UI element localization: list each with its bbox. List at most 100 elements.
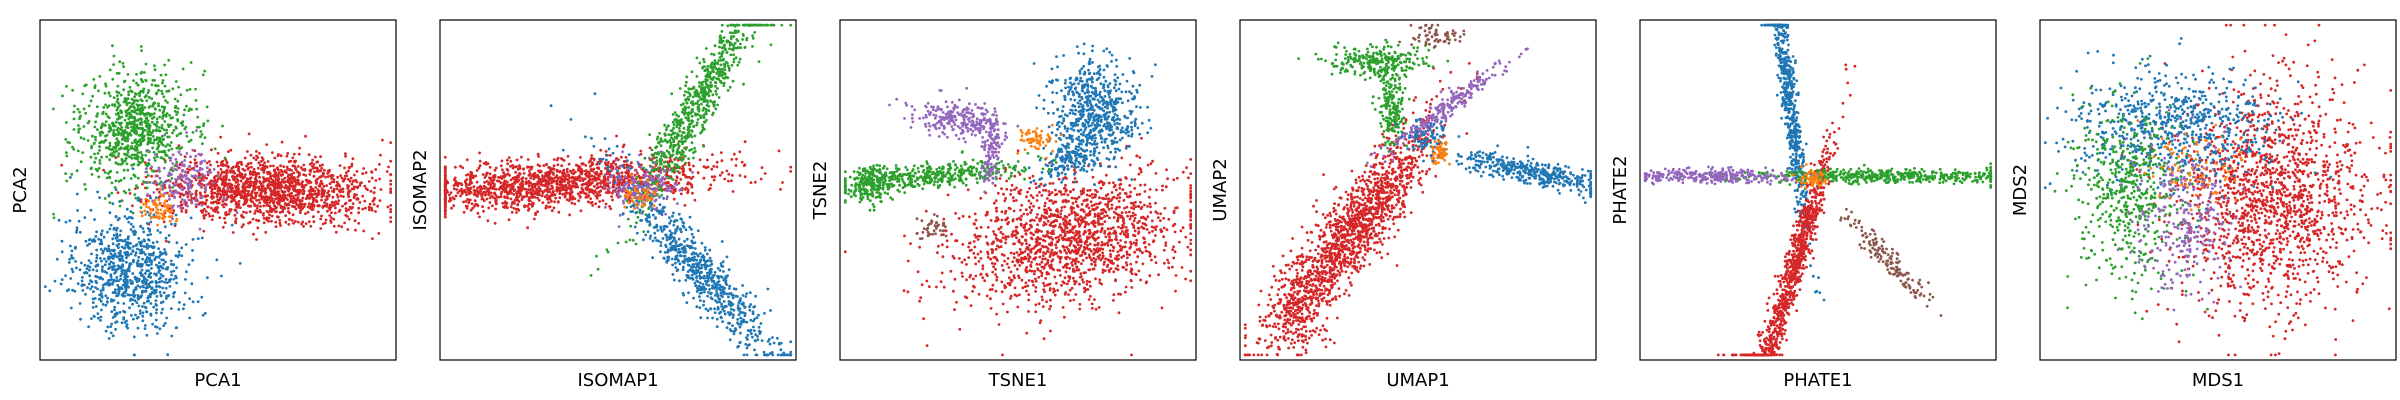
data-point [151,322,155,326]
data-point [171,211,175,215]
data-point [225,164,229,168]
data-point [161,286,165,290]
data-point [167,171,171,175]
data-point [723,177,727,181]
data-point [249,161,253,165]
data-point [185,104,188,108]
data-point [531,188,535,192]
data-point [163,280,167,284]
data-point [144,79,148,83]
data-point [155,240,159,244]
data-point [107,91,111,95]
data-point [191,238,195,241]
data-point [171,153,175,157]
data-point [601,199,605,203]
data-point [274,210,277,214]
data-point [286,185,290,189]
data-point [389,179,393,183]
data-point [109,128,113,132]
data-point [552,158,556,161]
data-point [117,114,121,118]
data-point [195,169,199,173]
data-point [308,193,312,196]
data-point [359,181,362,185]
data-point [133,229,137,233]
data-point [292,221,295,225]
data-point [571,181,575,185]
data-point [302,186,306,190]
data-point [197,171,201,175]
data-point [486,219,490,223]
data-point [511,182,514,186]
data-point [165,281,169,285]
data-point [162,214,165,218]
data-point [95,114,99,118]
data-point [215,195,219,199]
data-point [238,171,242,175]
data-point [219,168,223,171]
data-point [120,293,124,297]
data-point [102,168,105,172]
data-point [465,158,469,162]
data-point [172,295,175,299]
data-point [357,221,361,225]
data-point [173,195,176,199]
data-point [167,148,171,152]
data-point [477,166,481,170]
data-point [145,242,149,246]
data-point [470,202,474,206]
data-point [296,175,300,179]
data-point [325,204,329,208]
data-point [287,207,290,210]
data-point [317,204,321,207]
data-point [228,182,232,186]
data-point [107,257,110,260]
data-point [146,210,150,214]
data-point [221,225,225,229]
data-point [316,177,319,181]
data-point [145,186,149,190]
data-point [219,135,223,139]
data-point [312,204,316,207]
data-point [294,182,298,186]
data-point [528,165,532,169]
data-point [216,164,220,168]
data-point [483,193,487,197]
data-point [98,149,101,152]
data-point [273,182,277,186]
data-point [230,223,234,227]
data-point [232,178,236,182]
data-point [177,308,181,311]
data-point [184,209,188,212]
data-point [162,194,166,198]
data-point [113,253,117,257]
data-point [349,211,353,215]
data-point [107,244,111,248]
data-point [253,180,257,184]
data-point [256,156,260,159]
data-point [353,219,357,223]
data-point [248,185,251,189]
data-point [236,168,240,172]
data-point [514,207,518,211]
data-point [207,212,211,216]
data-point [183,291,187,295]
data-point [126,137,130,141]
data-point [52,212,55,216]
data-point [117,291,121,295]
data-point [125,260,128,264]
data-point [236,189,240,192]
data-point [178,195,182,199]
data-point [108,227,112,231]
data-point [146,193,149,196]
data-point [137,134,141,137]
data-point [184,278,187,281]
data-point [168,215,171,219]
data-point [330,200,334,204]
data-point [725,169,729,173]
data-point [335,187,339,191]
data-point [123,137,126,141]
data-point [245,185,249,189]
data-point [304,212,307,216]
data-point [481,205,484,209]
